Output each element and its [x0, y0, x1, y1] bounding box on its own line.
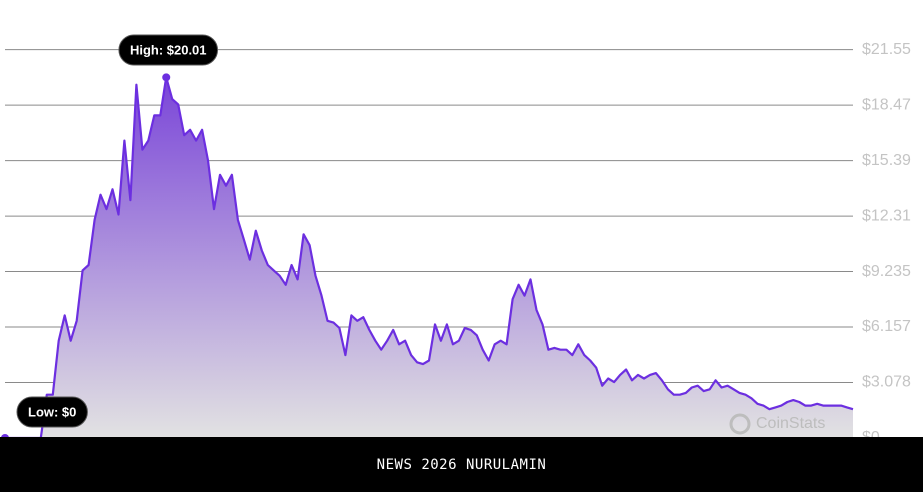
- y-tick-label: $3.078: [862, 374, 911, 391]
- area: [40, 77, 853, 437]
- y-tick-label: $6.157: [862, 318, 911, 335]
- high-badge: High: $20.01: [118, 34, 219, 66]
- footer: NEWS 2026 NURULAMIN: [0, 437, 923, 492]
- line: [5, 76, 854, 437]
- low-badge-box: [16, 396, 88, 428]
- chart: $0 $3.078 $6.157 $9.235 $12.31 $15.39 $18.47 $2…: [1, 34, 911, 437]
- low-badge: Low: $0: [16, 396, 88, 428]
- y-tick-label: $21.55: [862, 41, 911, 58]
- high-dot: [162, 73, 171, 82]
- y-tick-label: $12.31: [862, 207, 911, 224]
- low-badge-text: Low: $0: [28, 404, 76, 419]
- high-badge-text: High: $20.01: [130, 42, 207, 57]
- high-badge-box: [118, 34, 219, 66]
- y-tick-label: $0: [862, 429, 880, 437]
- watermark-text: CoinStats: [756, 415, 825, 432]
- y-tick-label: $9.235: [862, 263, 911, 280]
- low-dot: [1, 434, 9, 437]
- y-tick-label: $15.39: [862, 152, 911, 169]
- watermark: CoinStats: [729, 413, 825, 435]
- footer-text: NEWS 2026 NURULAMIN: [376, 456, 547, 473]
- y-tick-label: $18.47: [862, 96, 911, 113]
- watermark-icon: [729, 413, 751, 435]
